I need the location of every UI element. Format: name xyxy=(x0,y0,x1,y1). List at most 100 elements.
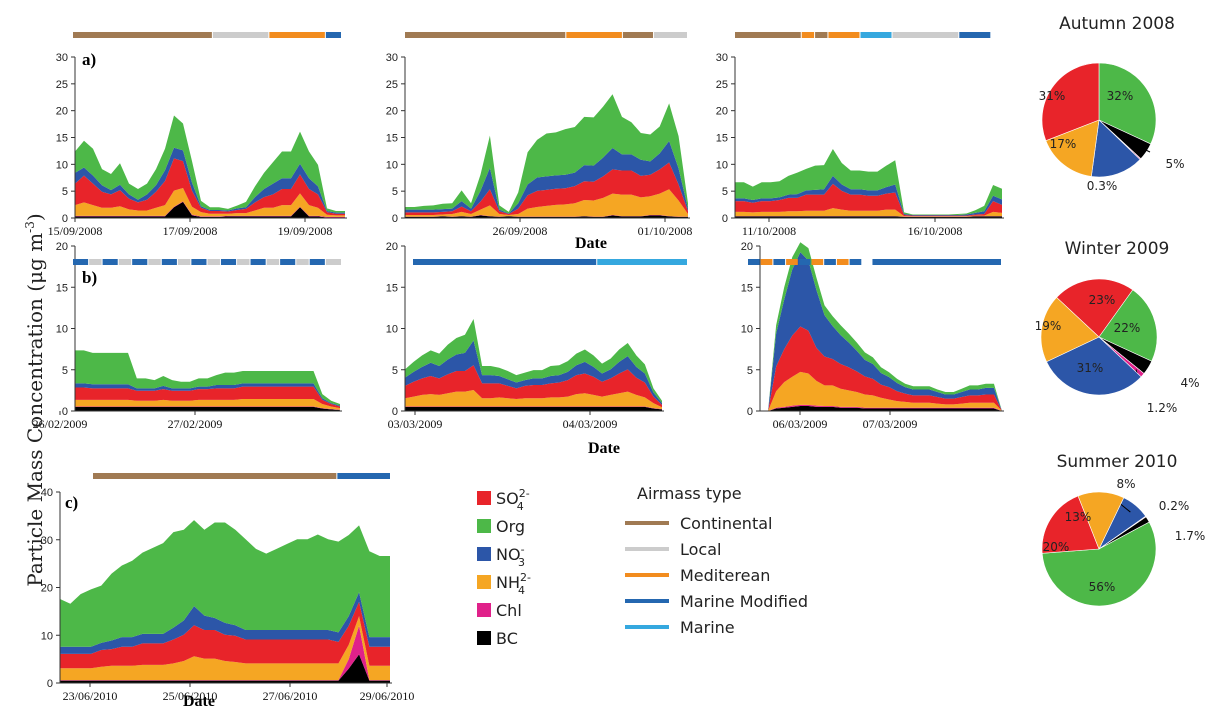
x-tick-label: 16/10/2008 xyxy=(908,224,963,238)
area-org xyxy=(60,520,390,647)
airmass-segment-local xyxy=(296,259,309,265)
airmass-segment-local xyxy=(266,259,280,265)
airmass-segment-local xyxy=(89,259,102,265)
area-nh4 xyxy=(75,187,345,217)
area-so4 xyxy=(405,365,662,408)
airmass-segment-marine-modified xyxy=(325,32,341,38)
airmass-segment-continental xyxy=(93,473,337,479)
airmass-segment-marine-modified xyxy=(102,259,118,265)
pie-slice-label: 1.7% xyxy=(1175,529,1206,543)
area-org xyxy=(405,319,662,404)
x-tick-label: 03/03/2009 xyxy=(388,417,443,431)
area-org xyxy=(405,94,688,214)
area-org xyxy=(75,115,345,213)
panel-a-1: 0 5 10 15 20 25 30 15/09/2008 17/09/2008 19/09/20… xyxy=(48,32,347,238)
airmass-legend-swatch xyxy=(625,573,669,577)
pie-slice-label: 0.2% xyxy=(1159,499,1190,513)
airmass-segment-marine-modified xyxy=(191,259,207,265)
x-tick-label: 25/06/2010 xyxy=(163,689,218,703)
legend-label-no3: NO-3 xyxy=(496,543,525,569)
y-tick-label: 10 xyxy=(386,324,398,336)
pie-slice-label: 32% xyxy=(1107,89,1134,103)
x-tick-label: 29/06/2010 xyxy=(360,689,415,703)
area-no3 xyxy=(735,175,1002,216)
y-axis-label-text: Particle Mass Concentration (μg m xyxy=(23,233,47,587)
area-nh4 xyxy=(75,399,340,410)
area-no3 xyxy=(405,340,662,405)
airmass-legend-swatch xyxy=(625,547,669,551)
airmass-segment-local xyxy=(654,32,687,38)
panel-b-4: 0 5 10 15 20 26/02/2009 27/02/2009 b) xyxy=(33,241,342,431)
pie-title: Autumn 2008 xyxy=(1059,14,1175,34)
airmass-segment-mediterean xyxy=(566,32,622,38)
y-tick-label: 0 xyxy=(47,678,53,690)
airmass-segment-continental xyxy=(73,32,212,38)
y-tick-label: 10 xyxy=(716,159,728,171)
airmass-legend-swatch xyxy=(625,521,669,525)
y-tick-label: 0 xyxy=(62,213,68,225)
panel-label-c: c) xyxy=(65,493,78,512)
airmass-segment-marine-modified xyxy=(413,259,597,265)
airmass-legend-title: Airmass type xyxy=(637,484,742,503)
panel-label-a: a) xyxy=(82,50,96,69)
pie-leader-line xyxy=(1139,146,1151,153)
airmass-segment-marine-modified xyxy=(309,259,325,265)
legend-label-so4: SO2-4 xyxy=(496,487,530,513)
area-org xyxy=(75,350,340,406)
pie-summer-2010: Summer 2010 8% 0.2% 1.7% 56% 20% 13% xyxy=(1041,452,1206,607)
pie-slice-label: 0.3% xyxy=(1087,179,1118,193)
pie-slice-org xyxy=(1098,62,1157,145)
airmass-segment-marine-modified xyxy=(337,473,390,479)
panel-a-3: 0 5 10 15 20 25 30 11/10/2008 16/10/2008 xyxy=(716,32,1004,238)
pie-winter-2009: Winter 2009 23% 22% 4%1.2% 31% 19% xyxy=(1035,239,1200,415)
airmass-segment-continental xyxy=(622,32,654,38)
airmass-segment-marine-modified xyxy=(872,259,1001,265)
airmass-segment-marine-modified xyxy=(220,259,237,265)
y-tick-label: 30 xyxy=(41,535,53,547)
airmass-segment-mediterean xyxy=(786,259,798,265)
pie-slice-label: 4% xyxy=(1180,376,1199,390)
airmass-legend-swatch xyxy=(625,625,669,629)
y-tick-label: 0 xyxy=(62,406,68,418)
area-nh4 xyxy=(405,189,688,217)
y-tick-label: 15 xyxy=(741,282,753,294)
pie-slice-so4 xyxy=(1041,495,1100,554)
area-no3 xyxy=(760,252,1002,411)
y-tick-label: 5 xyxy=(62,186,68,198)
area-bc xyxy=(405,215,688,218)
y-tick-label: 20 xyxy=(41,583,53,595)
airmass-legend-label: Continental xyxy=(680,514,772,533)
pie-slice-no3 xyxy=(1091,119,1141,178)
x-tick-label: 07/03/2009 xyxy=(863,417,918,431)
x-axis-label-b: Date xyxy=(588,440,620,457)
panel-b-5: 0 5 10 15 20 03/03/2009 04/03/2009 xyxy=(386,241,687,431)
airmass-legend-label: Mediterean xyxy=(680,566,770,585)
y-axis-label-exponent: -3 xyxy=(23,221,37,233)
pie-slice-label: 1.2% xyxy=(1147,401,1178,415)
pie-slice-label: 31% xyxy=(1039,89,1066,103)
airmass-legend: Airmass type Continental Local Mediterean Ma… xyxy=(625,484,808,637)
time-series-panels: 0 5 10 15 20 25 30 15/09/2008 17/09/2008 19/09/20… xyxy=(33,32,1004,703)
legend-swatch-bc xyxy=(477,631,491,645)
y-tick-label: 5 xyxy=(392,365,398,377)
y-tick-label: 15 xyxy=(56,282,68,294)
area-so4 xyxy=(735,183,1002,217)
area-chl xyxy=(75,406,340,411)
pie-slice-label: 22% xyxy=(1114,321,1141,335)
airmass-segment-marine-modified xyxy=(824,259,836,265)
y-tick-label: 10 xyxy=(741,324,753,336)
airmass-legend-label: Marine xyxy=(680,618,735,637)
airmass-segment-marine-modified xyxy=(250,259,266,265)
y-tick-label: 5 xyxy=(62,365,68,377)
airmass-legend-label: Local xyxy=(680,540,721,559)
airmass-segment-marine xyxy=(860,32,892,38)
pie-title: Winter 2009 xyxy=(1065,239,1170,259)
airmass-segment-continental xyxy=(735,32,801,38)
legend-swatch-nh4 xyxy=(477,575,491,589)
legend-label-nh4: NH2-4 xyxy=(496,571,531,597)
x-tick-label: 19/09/2008 xyxy=(278,224,333,238)
legend-swatch-no3 xyxy=(477,547,491,561)
